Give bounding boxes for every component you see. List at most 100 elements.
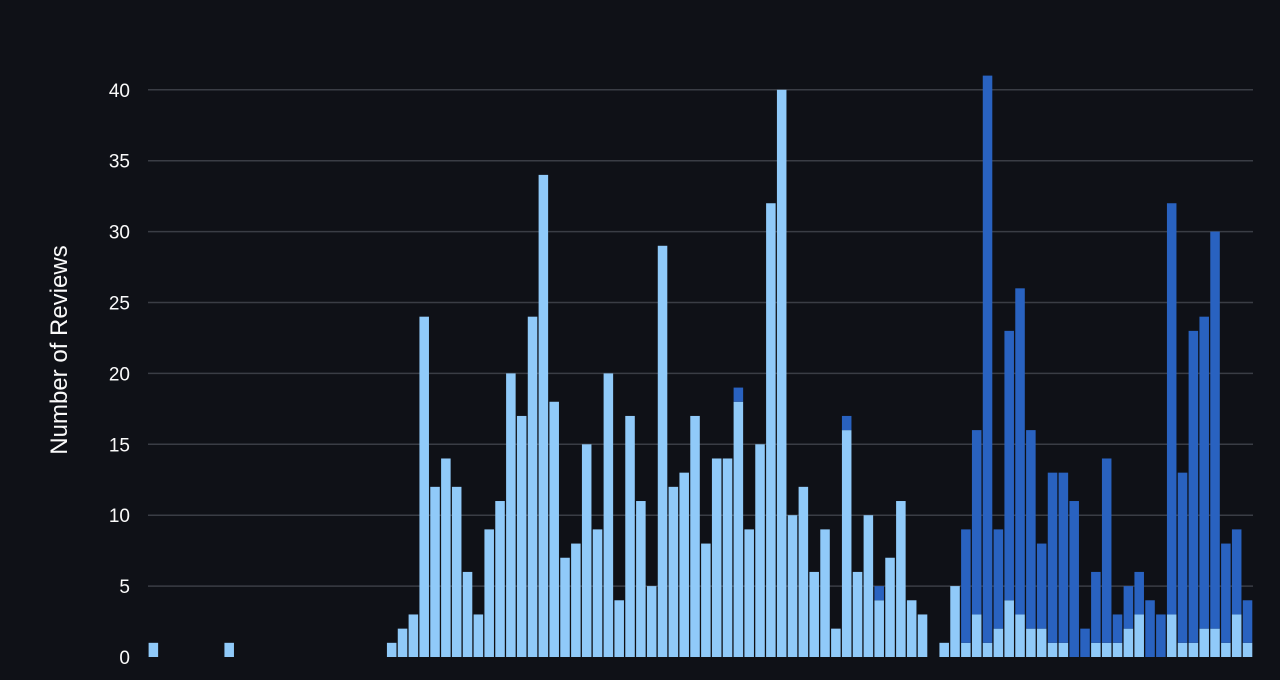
bar-segment-series-1 — [863, 515, 874, 657]
bar-segment-series-1 — [603, 373, 614, 657]
y-tick-label: 30 — [109, 223, 130, 244]
bar-segment-series-1 — [1134, 614, 1144, 657]
bar-segment-series-1 — [809, 571, 819, 657]
bar-segment-series-1 — [1242, 642, 1253, 657]
bar-segment-series-1 — [462, 571, 473, 657]
bar-segment-series-2 — [1058, 472, 1069, 643]
bar-segment-series-1 — [527, 316, 538, 657]
bar-segment-series-2 — [1221, 543, 1231, 643]
bar-segment-series-2 — [1242, 600, 1253, 643]
y-tick-label: 25 — [109, 294, 130, 315]
bar-segment-series-2 — [1091, 571, 1101, 643]
bar-segment-series-1 — [441, 458, 451, 657]
bar-segment-series-2 — [1210, 231, 1220, 629]
bar-segment-series-1 — [636, 501, 646, 657]
bar-segment-series-1 — [592, 529, 603, 657]
bar-segment-series-1 — [993, 628, 1004, 657]
bar-segment-series-1 — [787, 515, 798, 657]
bar-segment-series-1 — [766, 203, 776, 658]
bar-segment-series-1 — [148, 642, 159, 657]
bar-segment-series-2 — [733, 387, 744, 402]
bar-segment-series-1 — [852, 571, 863, 657]
bar-segment-series-2 — [1188, 330, 1199, 643]
bar-segment-series-1 — [625, 415, 635, 657]
bar-segment-series-1 — [1199, 628, 1209, 657]
bar-segment-series-2 — [1156, 614, 1166, 657]
y-tick-label: 40 — [109, 81, 130, 102]
bar-segment-series-2 — [1101, 458, 1112, 643]
y-axis: 0 5 10 15 20 25 30 35 40 — [109, 81, 130, 669]
bar-segment-series-2 — [1036, 543, 1047, 629]
y-tick-label: 0 — [119, 648, 130, 669]
bar-segment-series-1 — [1047, 642, 1058, 657]
bar-segment-series-1 — [451, 486, 462, 657]
bar-segment-series-1 — [1058, 642, 1069, 657]
bar-segment-series-1 — [506, 373, 516, 657]
bar-segment-series-2 — [1015, 288, 1025, 615]
bar-segment-series-2 — [1123, 586, 1134, 629]
bar-segment-series-1 — [1004, 600, 1014, 657]
bar-segment-series-1 — [841, 430, 852, 657]
bar-segment-series-2 — [1134, 571, 1144, 615]
bar-segment-series-1 — [1112, 642, 1123, 657]
bar-segment-series-1 — [419, 316, 429, 657]
bar-segment-series-2 — [982, 75, 993, 643]
y-tick-label: 10 — [109, 506, 130, 527]
bar-segment-series-2 — [1047, 472, 1058, 643]
y-tick-label: 15 — [109, 435, 130, 456]
y-axis-label: Number of Reviews — [46, 245, 73, 454]
bar-segment-series-2 — [874, 586, 884, 601]
bar-segment-series-1 — [571, 543, 581, 657]
bar-segment-series-2 — [1177, 472, 1188, 643]
bar-segment-series-2 — [971, 430, 982, 615]
bar-segment-series-1 — [679, 472, 689, 657]
bar-segment-series-1 — [1036, 628, 1047, 657]
bar-segment-series-1 — [1123, 628, 1134, 657]
bar-segment-series-1 — [1026, 628, 1036, 657]
bar-segment-series-1 — [1188, 642, 1199, 657]
bar-segment-series-1 — [516, 415, 527, 657]
bar-segment-series-2 — [1080, 628, 1090, 657]
bar-segment-series-2 — [993, 529, 1004, 629]
bar-segment-series-2 — [1004, 330, 1014, 601]
bar-segment-series-1 — [560, 557, 570, 657]
bar-segment-series-1 — [1177, 642, 1188, 657]
bar-segment-series-2 — [1112, 614, 1123, 643]
bar-segment-series-1 — [1101, 642, 1112, 657]
bar-segment-series-1 — [646, 586, 657, 657]
bar-segment-series-2 — [1231, 529, 1242, 615]
bar-segment-series-1 — [885, 557, 895, 657]
bar-segment-series-1 — [473, 614, 484, 657]
bar-segment-series-1 — [1231, 614, 1242, 657]
bar-segment-series-1 — [711, 458, 722, 657]
grid — [148, 89, 1253, 587]
bar-segment-series-1 — [397, 628, 408, 657]
bar-segment-series-1 — [614, 600, 624, 657]
bar-segment-series-1 — [776, 89, 787, 658]
bar-segment-series-1 — [690, 415, 700, 657]
bar-segment-series-1 — [1015, 614, 1025, 657]
bar-segment-series-1 — [224, 642, 234, 657]
bar-segment-series-1 — [906, 600, 917, 657]
bar-segment-series-1 — [1210, 628, 1220, 657]
bar-segment-series-2 — [1145, 600, 1155, 657]
bar-segment-series-1 — [408, 614, 419, 657]
y-tick-label: 5 — [119, 577, 130, 598]
bar-segment-series-1 — [386, 642, 397, 657]
bar-segment-series-1 — [831, 628, 841, 657]
bar-segment-series-1 — [755, 444, 765, 657]
bar-segment-series-2 — [1166, 203, 1177, 615]
bar-segment-series-1 — [430, 486, 440, 657]
bar-segment-series-1 — [733, 401, 744, 657]
bar-segment-series-1 — [581, 444, 592, 657]
bar-segment-series-1 — [549, 401, 559, 657]
bar-segment-series-1 — [668, 486, 679, 657]
bar-segment-series-1 — [722, 458, 733, 657]
bar-segment-series-1 — [1221, 642, 1231, 657]
y-tick-label: 35 — [109, 152, 130, 173]
bar-segment-series-2 — [1199, 316, 1209, 629]
bar-segment-series-1 — [950, 586, 960, 657]
bar-segment-series-2 — [1026, 430, 1036, 629]
bar-segment-series-1 — [896, 501, 906, 657]
